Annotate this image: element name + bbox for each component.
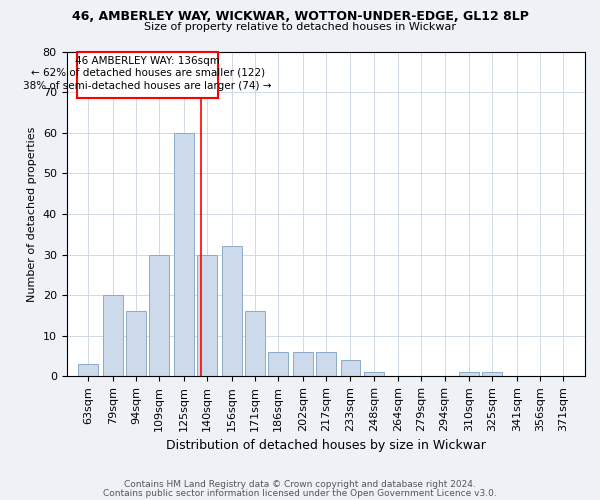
Bar — [197, 254, 217, 376]
Bar — [268, 352, 288, 376]
X-axis label: Distribution of detached houses by size in Wickwar: Distribution of detached houses by size … — [166, 440, 486, 452]
Bar — [222, 246, 242, 376]
Text: 38% of semi-detached houses are larger (74) →: 38% of semi-detached houses are larger (… — [23, 80, 272, 90]
Bar — [482, 372, 502, 376]
Bar — [126, 312, 146, 376]
Bar — [341, 360, 361, 376]
Text: Contains HM Land Registry data © Crown copyright and database right 2024.: Contains HM Land Registry data © Crown c… — [124, 480, 476, 489]
Bar — [78, 364, 98, 376]
Bar — [149, 254, 169, 376]
Text: 46 AMBERLEY WAY: 136sqm: 46 AMBERLEY WAY: 136sqm — [75, 56, 220, 66]
Text: Contains public sector information licensed under the Open Government Licence v3: Contains public sector information licen… — [103, 488, 497, 498]
Text: 46, AMBERLEY WAY, WICKWAR, WOTTON-UNDER-EDGE, GL12 8LP: 46, AMBERLEY WAY, WICKWAR, WOTTON-UNDER-… — [71, 10, 529, 23]
FancyBboxPatch shape — [77, 52, 218, 98]
Bar — [103, 295, 123, 376]
Text: ← 62% of detached houses are smaller (122): ← 62% of detached houses are smaller (12… — [31, 68, 265, 78]
Bar — [316, 352, 336, 376]
Y-axis label: Number of detached properties: Number of detached properties — [27, 126, 37, 302]
Bar — [174, 132, 194, 376]
Bar — [364, 372, 383, 376]
Bar — [293, 352, 313, 376]
Bar — [245, 312, 265, 376]
Bar — [460, 372, 479, 376]
Text: Size of property relative to detached houses in Wickwar: Size of property relative to detached ho… — [144, 22, 456, 32]
